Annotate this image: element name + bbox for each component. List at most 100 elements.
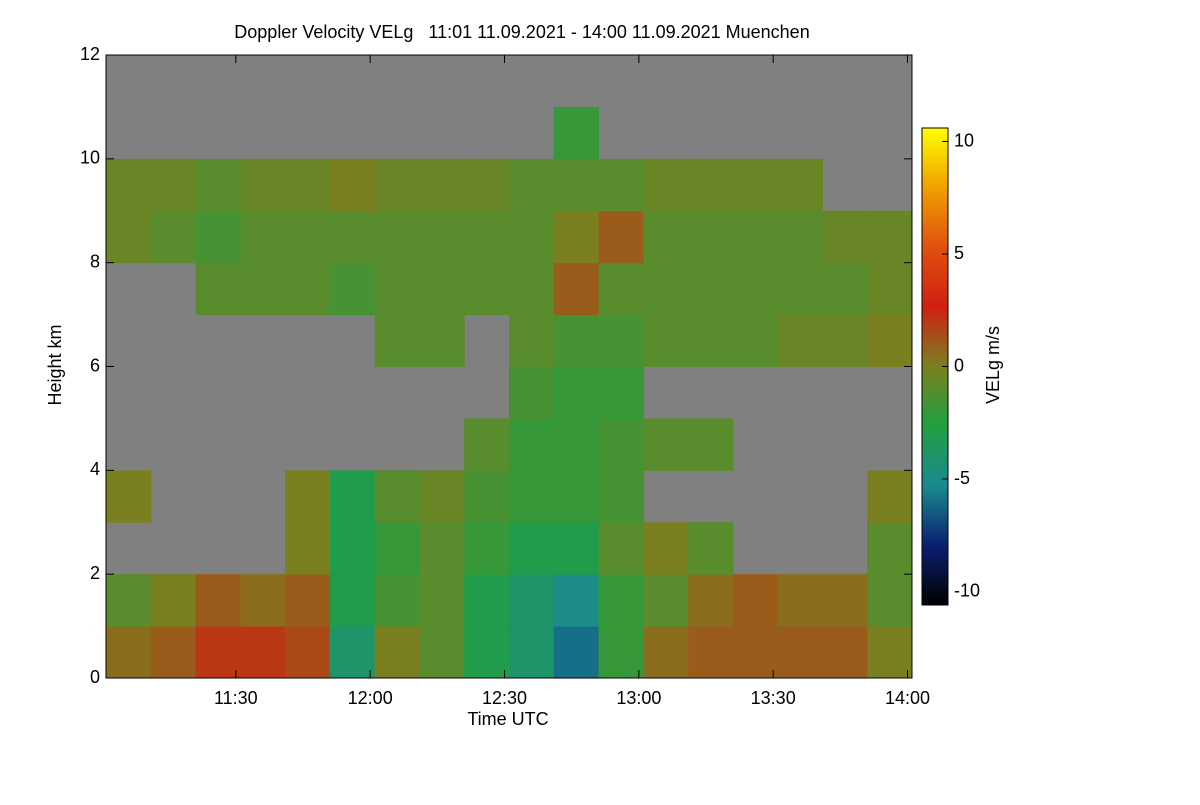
heatmap-cell (553, 418, 600, 471)
heatmap-cell (777, 574, 823, 627)
heatmap-cell (329, 574, 376, 627)
y-tick-label: 2 (90, 563, 100, 583)
heatmap-cell (509, 626, 555, 679)
heatmap-cell (867, 314, 913, 367)
heatmap-cell (285, 158, 331, 212)
heatmap-cell (688, 210, 734, 264)
heatmap-cell (464, 522, 510, 575)
heatmap-cell (195, 626, 241, 679)
heatmap-cell (688, 314, 734, 367)
heatmap-cell (374, 574, 420, 627)
colorbar-label: VELg m/s (983, 326, 1003, 404)
heatmap-cell (509, 210, 555, 264)
x-axis-label: Time UTC (467, 709, 548, 729)
x-tick-label: 11:30 (214, 688, 258, 708)
heatmap-cell (688, 418, 734, 471)
heatmap-cell (598, 470, 644, 523)
heatmap-cell (240, 210, 286, 264)
heatmap-cell (598, 366, 644, 419)
heatmap-cell (240, 574, 286, 627)
chart-title: Doppler Velocity VELg 11:01 11.09.2021 -… (234, 22, 809, 42)
heatmap-cell (598, 158, 644, 212)
heatmap-cell (688, 158, 734, 212)
y-tick-label: 0 (90, 667, 100, 687)
heatmap-cell (822, 210, 868, 264)
colorbar-tick-label: 0 (954, 355, 964, 375)
heatmap-cell (553, 158, 600, 212)
y-axis-label: Height km (45, 324, 65, 405)
heatmap-cell (329, 158, 376, 212)
heatmap-cell (643, 210, 689, 264)
heatmap-cell (150, 626, 197, 679)
y-tick-label: 6 (90, 355, 100, 375)
heatmap-cell (509, 470, 555, 523)
heatmap-cell (374, 626, 420, 679)
heatmap-cell (777, 210, 823, 264)
heatmap-cell (106, 210, 152, 264)
heatmap-cell (643, 626, 689, 679)
heatmap-cell (374, 314, 420, 367)
heatmap-cell (822, 314, 868, 367)
heatmap-cell (329, 470, 376, 523)
heatmap-cell (777, 262, 823, 316)
heatmap-cell (195, 210, 241, 264)
colorbar-tick-label: 10 (954, 130, 974, 150)
heatmap-cell (195, 262, 241, 316)
heatmap-cell (464, 418, 510, 471)
heatmap-cell (509, 522, 555, 575)
heatmap-cell (285, 626, 331, 679)
heatmap-cell (106, 574, 152, 627)
heatmap-cell (195, 574, 241, 627)
x-tick-label: 13:30 (751, 688, 796, 708)
heatmap-cell (688, 262, 734, 316)
heatmap-cell (732, 262, 779, 316)
heatmap-cell (329, 522, 376, 575)
y-tick-label: 10 (80, 148, 100, 168)
heatmap-cell (374, 158, 420, 212)
heatmap-cell (598, 574, 644, 627)
heatmap-cell (509, 574, 555, 627)
heatmap-cell (553, 262, 600, 316)
y-tick-label: 12 (80, 44, 100, 64)
x-tick-label: 13:00 (616, 688, 661, 708)
heatmap-cell (822, 574, 868, 627)
heatmap-cell (419, 574, 465, 627)
heatmap-cell (822, 626, 868, 679)
heatmap-cell (643, 574, 689, 627)
heatmap-cell (464, 210, 510, 264)
heatmap-cell (106, 626, 152, 679)
heatmap-cell (150, 574, 197, 627)
heatmap-cell (777, 314, 823, 367)
heatmap-cell (464, 470, 510, 523)
heatmap-cell (285, 262, 331, 316)
heatmap-cell (867, 522, 913, 575)
heatmap-cell (329, 626, 376, 679)
heatmap-cell (867, 210, 913, 264)
y-tick-label: 8 (90, 251, 100, 271)
heatmap-cell (643, 522, 689, 575)
heatmap-cell (777, 158, 823, 212)
heatmap-cell (688, 626, 734, 679)
heatmap-cell (867, 470, 913, 523)
heatmap-cell (732, 158, 779, 212)
colorbar-tick-label: -5 (954, 468, 970, 488)
y-tick-label: 4 (90, 459, 100, 479)
heatmap-cell (106, 470, 152, 523)
heatmap-cell (598, 418, 644, 471)
heatmap-cell (553, 210, 600, 264)
heatmap-cell (419, 522, 465, 575)
x-tick-label: 14:00 (885, 688, 930, 708)
heatmap-cell (598, 210, 644, 264)
heatmap-cell (106, 158, 152, 212)
heatmap-cell (509, 158, 555, 212)
heatmap-cell (553, 106, 600, 160)
heatmap-cell (464, 262, 510, 316)
x-tick-label: 12:00 (348, 688, 393, 708)
heatmap-cell (419, 470, 465, 523)
heatmap-cell (598, 262, 644, 316)
heatmap-cell (732, 210, 779, 264)
heatmap-cell (643, 158, 689, 212)
heatmap-cell (643, 418, 689, 471)
heatmap-cell (598, 522, 644, 575)
heatmap-cell (464, 158, 510, 212)
